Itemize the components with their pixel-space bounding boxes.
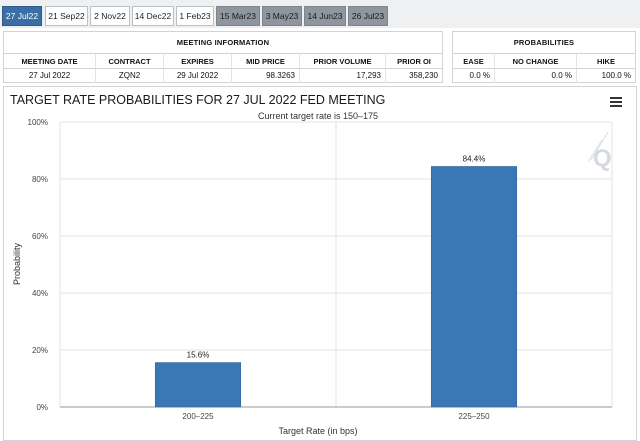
x-tick-label: 225–250 — [458, 412, 490, 421]
header-hike: HIKE — [577, 54, 635, 69]
mid-price-value: 98.3263 — [232, 69, 300, 83]
probabilities-panel: PROBABILITIES EASE NO CHANGE HIKE 0.0 % … — [452, 31, 636, 83]
y-tick-label: 0% — [36, 403, 48, 412]
y-tick-label: 100% — [28, 118, 48, 127]
bar-data-label: 84.4% — [463, 154, 486, 163]
tab-15-mar23[interactable]: 15 Mar23 — [216, 6, 260, 26]
header-expires: EXPIRES — [164, 54, 232, 69]
x-tick-label: 200–225 — [182, 412, 214, 421]
svg-text:Q: Q — [593, 145, 612, 172]
tab-14-dec22[interactable]: 14 Dec22 — [132, 6, 174, 26]
bar-200-225[interactable] — [154, 362, 242, 408]
quikstrike-logo-icon: Q — [587, 131, 612, 172]
tab-1-feb23[interactable]: 1 Feb23 — [176, 6, 214, 26]
contract-value: ZQN2 — [96, 69, 164, 83]
header-contract: CONTRACT — [96, 54, 164, 69]
expires-value: 29 Jul 2022 — [164, 69, 232, 83]
tab-3-may23[interactable]: 3 May23 — [262, 6, 302, 26]
chart-menu-icon[interactable] — [610, 97, 622, 107]
header-mid-price: MID PRICE — [232, 54, 300, 69]
chart-subtitle: Current target rate is 150–175 — [258, 111, 378, 121]
y-axis-ticks: 0% 20% 40% 60% 80% 100% — [28, 118, 48, 412]
prior-oi-value: 358,230 — [409, 71, 438, 80]
no-change-value: 0.0 % — [495, 69, 577, 83]
y-axis-label: Probability — [12, 242, 22, 285]
x-axis-label: Target Rate (in bps) — [278, 426, 357, 436]
hike-value: 100.0 % — [601, 71, 631, 80]
header-meeting-date: MEETING DATE — [4, 54, 96, 69]
bar-225-250[interactable] — [430, 166, 518, 408]
chart-gridlines — [59, 121, 613, 408]
meeting-date-value: 27 Jul 2022 — [4, 69, 96, 83]
tab-27-jul22[interactable]: 27 Jul22 — [2, 6, 42, 26]
header-prior-volume: PRIOR VOLUME — [300, 54, 386, 69]
tab-2-nov22[interactable]: 2 Nov22 — [90, 6, 130, 26]
chart-panel — [3, 86, 637, 441]
y-tick-label: 20% — [32, 346, 48, 355]
tab-14-jun23[interactable]: 14 Jun23 — [304, 6, 346, 26]
y-tick-label: 40% — [32, 289, 48, 298]
header-prior-oi: PRIOR OI — [386, 54, 442, 69]
chart-bars: 15.6% 84.4% — [154, 154, 518, 408]
bar-data-label: 15.6% — [187, 351, 210, 360]
header-no-change: NO CHANGE — [495, 54, 577, 69]
y-tick-label: 60% — [32, 232, 48, 241]
meeting-information-title: MEETING INFORMATION — [4, 32, 442, 54]
header-ease: EASE — [453, 54, 495, 69]
x-axis-ticks: 200–225 225–250 — [182, 412, 490, 421]
prior-volume-value: 17,293 — [300, 69, 386, 83]
ease-value: 0.0 % — [453, 69, 495, 83]
chart-title: TARGET RATE PROBABILITIES FOR 27 JUL 202… — [10, 93, 385, 107]
meeting-tabs-bar: 27 Jul22 21 Sep22 2 Nov22 14 Dec22 1 Feb… — [0, 0, 640, 28]
y-tick-label: 80% — [32, 175, 48, 184]
tab-26-jul23[interactable]: 26 Jul23 — [348, 6, 388, 26]
tab-21-sep22[interactable]: 21 Sep22 — [45, 6, 88, 26]
meeting-information-panel: MEETING INFORMATION MEETING DATE CONTRAC… — [3, 31, 443, 83]
probabilities-title: PROBABILITIES — [453, 32, 635, 54]
